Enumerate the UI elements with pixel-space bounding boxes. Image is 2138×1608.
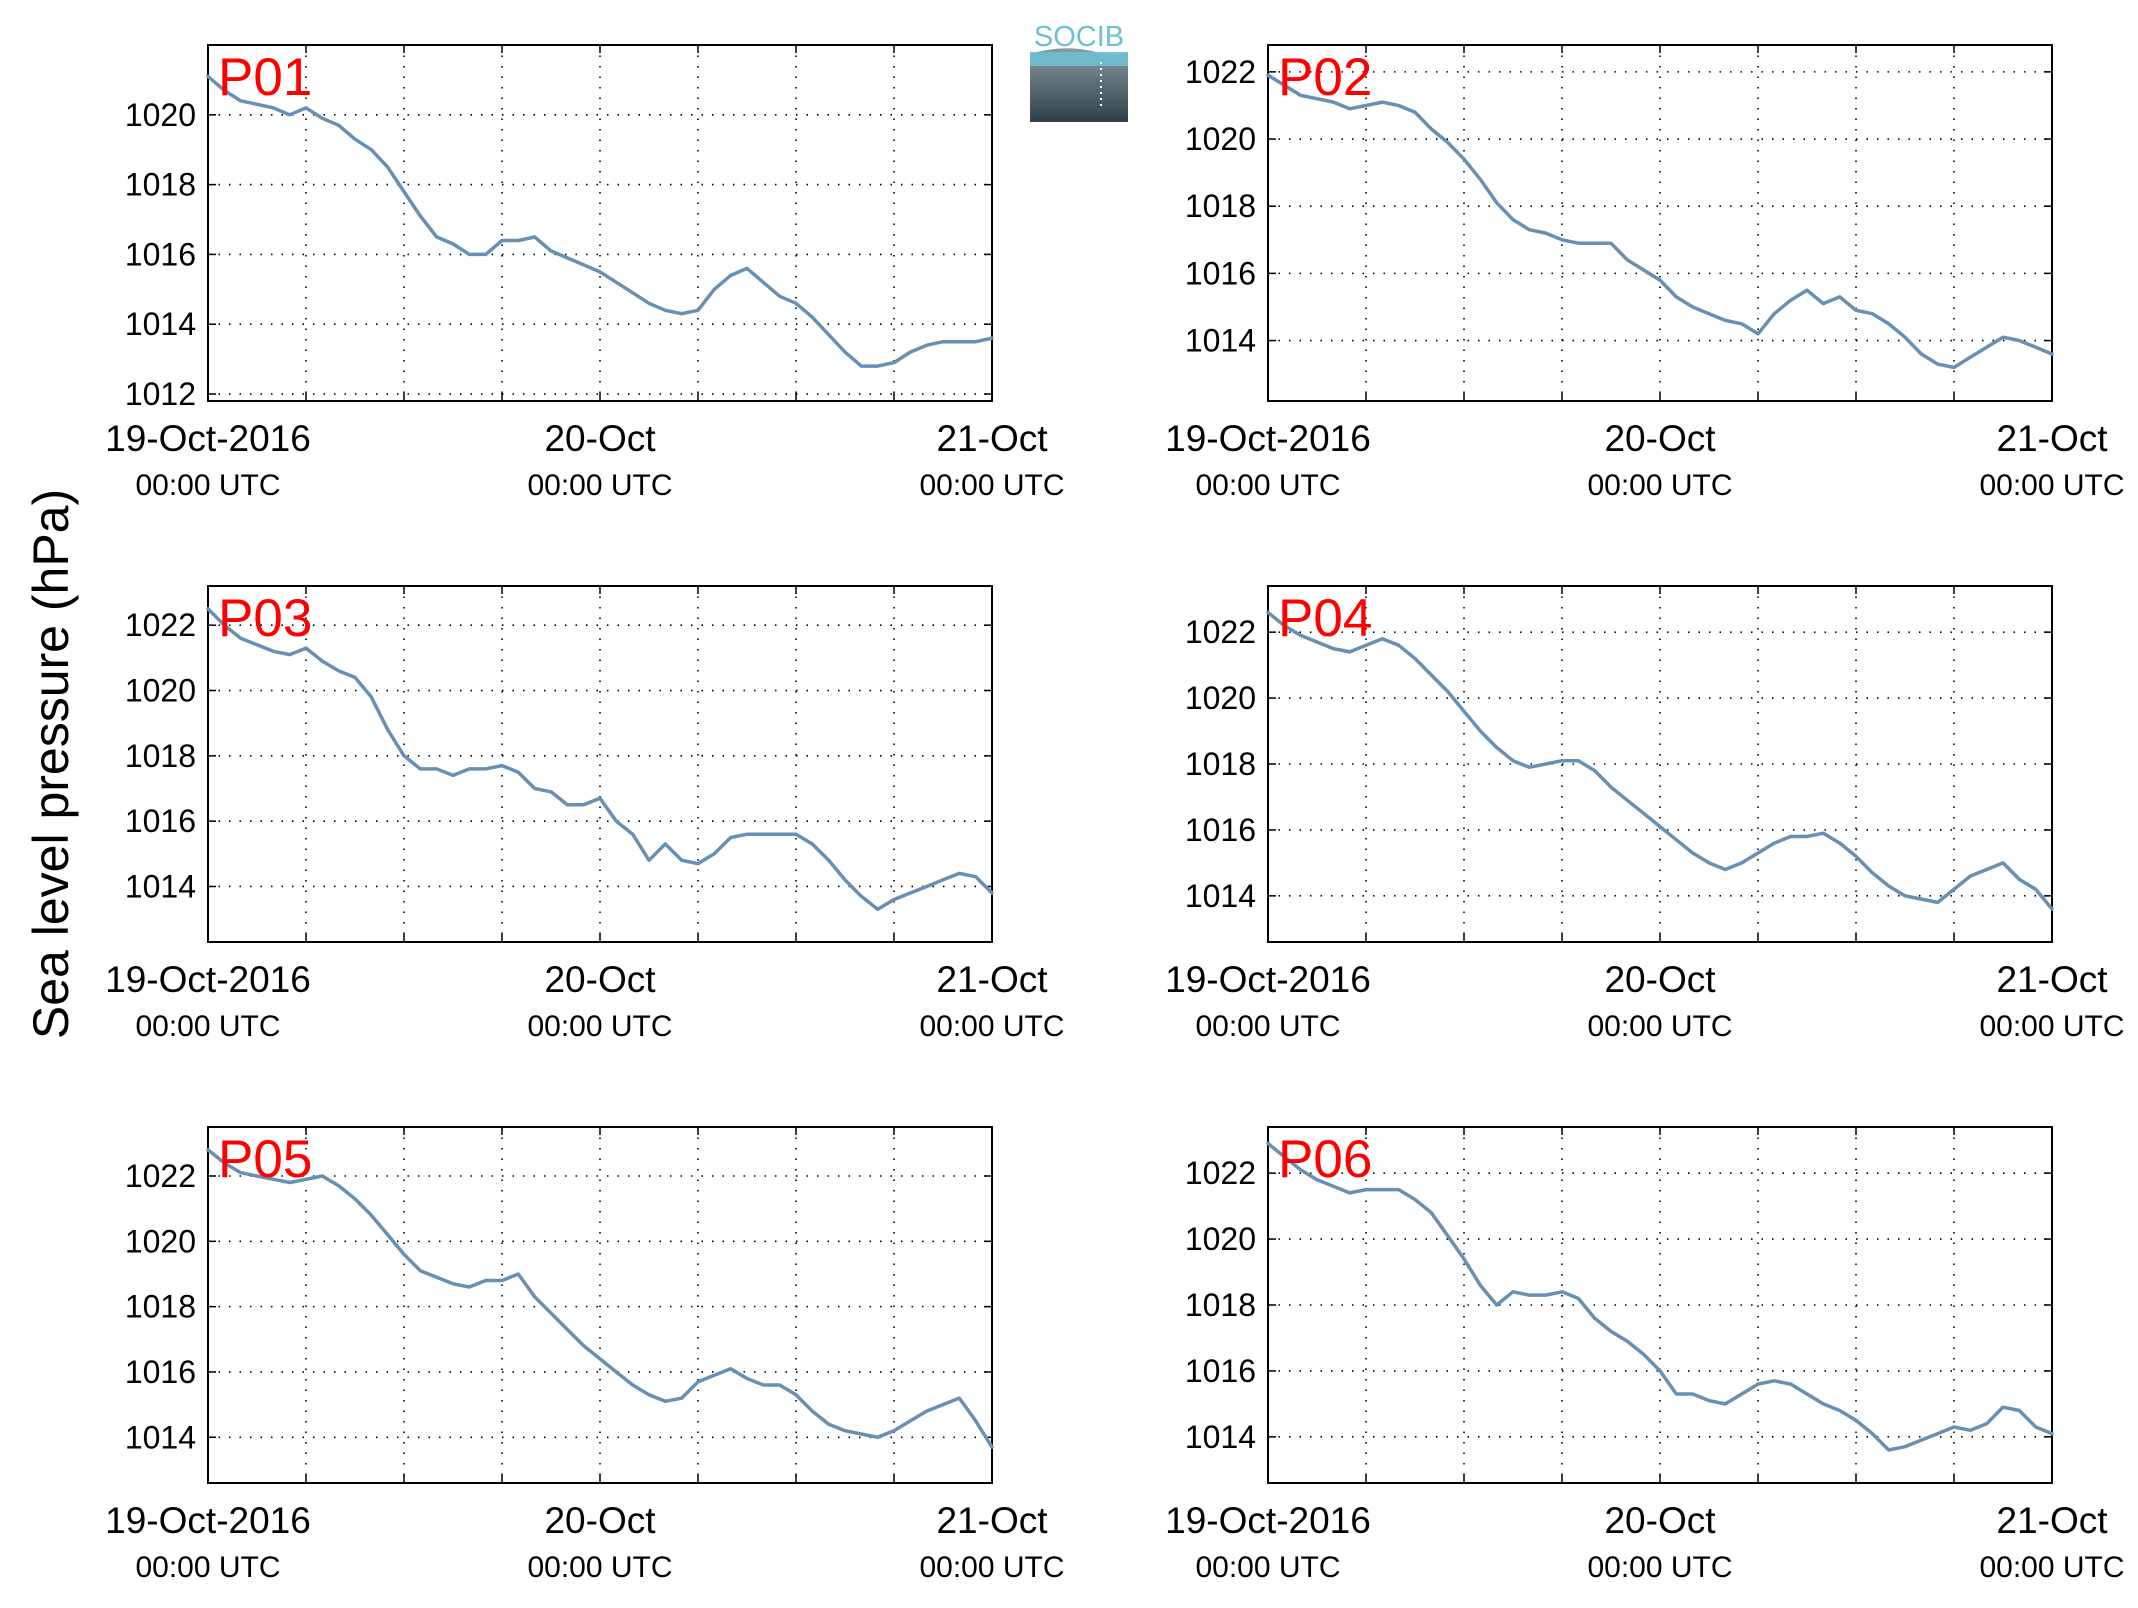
y-tick-label: 1022 (125, 607, 196, 643)
pressure-series-line (206, 74, 994, 368)
panel-p06: 1014 1016 1018 1020 1022 19-Oct-2016 00:00 UTC… (1165, 1126, 2125, 1584)
x-tick-label-date: 19-Oct-2016 (1165, 959, 1371, 1000)
y-tick-label: 1014 (1185, 1419, 1256, 1455)
panel-p02: 1014 1016 1018 1020 1022 19-Oct-2016 00:00 UTC… (1165, 44, 2125, 502)
y-tick-label: 1018 (125, 1289, 196, 1325)
panel-p05: 1014 1016 1018 1020 1022 19-Oct-2016 00:00 UTC… (105, 1126, 1065, 1584)
x-tick-label-date: 19-Oct-2016 (1165, 1500, 1371, 1541)
x-tick-label-date: 19-Oct-2016 (105, 418, 311, 459)
socib-logo-wave-icon (1030, 48, 1128, 122)
y-tick-label: 1020 (1185, 1221, 1256, 1257)
y-tick-label: 1022 (1185, 54, 1256, 90)
y-tick-label: 1014 (1185, 878, 1256, 914)
x-tick-label-time: 00:00 UTC (135, 469, 280, 502)
x-tick-label-time: 00:00 UTC (135, 1551, 280, 1584)
x-tick-label-date: 20-Oct (1604, 1500, 1716, 1541)
x-tick-label-time: 00:00 UTC (1587, 1551, 1732, 1584)
y-tick-label: 1020 (125, 1223, 196, 1259)
panel-p04: 1014 1016 1018 1020 1022 19-Oct-2016 00:00 UTC… (1165, 585, 2125, 1043)
y-tick-label: 1022 (125, 1158, 196, 1194)
panel-p03: 1014 1016 1018 1020 1022 19-Oct-2016 00:00 UTC… (105, 585, 1065, 1043)
socib-logo: SOCIB (1030, 21, 1128, 122)
panel-p01: 1012 1014 1016 1018 1020 19-Oct-2016 00:00 UTC… (105, 44, 1065, 502)
x-tick-label-date: 21-Oct (1996, 1500, 2108, 1541)
x-tick-label-time: 00:00 UTC (919, 1010, 1064, 1043)
x-tick-label-date: 20-Oct (1604, 959, 1716, 1000)
x-tick-label-date: 19-Oct-2016 (1165, 418, 1371, 459)
x-tick-label-time: 00:00 UTC (1587, 1010, 1732, 1043)
x-tick-label-time: 00:00 UTC (1195, 1010, 1340, 1043)
y-tick-label: 1016 (1185, 255, 1256, 291)
panel-grid: 1012 1014 1016 1018 1020 19-Oct-2016 00:00 UTC… (105, 44, 2125, 1584)
x-tick-label-time: 00:00 UTC (527, 469, 672, 502)
x-tick-label-date: 19-Oct-2016 (105, 1500, 311, 1541)
panel-title: P04 (1278, 589, 1372, 648)
y-tick-label: 1022 (1185, 614, 1256, 650)
y-tick-label: 1020 (125, 97, 196, 133)
x-tick-label-time: 00:00 UTC (1979, 1010, 2124, 1043)
plot-frame (207, 1126, 993, 1484)
pressure-series-line (1266, 73, 2054, 370)
y-tick-label: 1018 (1185, 188, 1256, 224)
y-tick-label: 1020 (1185, 121, 1256, 157)
y-tick-label: 1016 (125, 1354, 196, 1390)
y-tick-label: 1020 (125, 673, 196, 709)
pressure-series-line (1266, 610, 2054, 911)
pressure-series-line (1266, 1141, 2054, 1452)
x-tick-label-date: 20-Oct (544, 959, 656, 1000)
panel-title: P05 (218, 1130, 312, 1189)
x-tick-label-time: 00:00 UTC (1979, 469, 2124, 502)
y-tick-label: 1014 (125, 868, 196, 904)
x-tick-label-date: 21-Oct (1996, 959, 2108, 1000)
y-tick-label: 1012 (125, 376, 196, 412)
y-tick-label: 1020 (1185, 680, 1256, 716)
x-tick-label-time: 00:00 UTC (527, 1551, 672, 1584)
x-tick-label-time: 00:00 UTC (919, 1551, 1064, 1584)
panel-title: P03 (218, 589, 312, 648)
plot-frame (207, 585, 993, 943)
y-tick-label: 1018 (1185, 1287, 1256, 1323)
x-tick-label-time: 00:00 UTC (1587, 469, 1732, 502)
socib-logo-sea-band (1030, 52, 1128, 66)
y-tick-label: 1022 (1185, 1155, 1256, 1191)
x-tick-label-date: 20-Oct (1604, 418, 1716, 459)
y-tick-label: 1016 (1185, 812, 1256, 848)
y-tick-label: 1014 (125, 306, 196, 342)
x-tick-label-date: 20-Oct (544, 418, 656, 459)
panel-title: P02 (1278, 48, 1372, 107)
y-tick-label: 1016 (125, 803, 196, 839)
plot-frame (1267, 585, 2053, 943)
y-tick-label: 1018 (125, 738, 196, 774)
x-tick-label-time: 00:00 UTC (1195, 1551, 1340, 1584)
figure-ylabel: Sea level pressure (hPa) (23, 489, 79, 1039)
y-tick-label: 1016 (125, 236, 196, 272)
y-tick-label: 1018 (1185, 746, 1256, 782)
panel-title: P06 (1278, 1130, 1372, 1189)
x-tick-label-time: 00:00 UTC (919, 469, 1064, 502)
x-tick-label-time: 00:00 UTC (1195, 469, 1340, 502)
plot-frame (1267, 44, 2053, 402)
pressure-series-line (206, 1148, 994, 1449)
y-tick-label: 1014 (1185, 323, 1256, 359)
x-tick-label-date: 21-Oct (936, 418, 1048, 459)
socib-logo-text: SOCIB (1034, 21, 1124, 53)
x-tick-label-date: 20-Oct (544, 1500, 656, 1541)
x-tick-label-time: 00:00 UTC (1979, 1551, 2124, 1584)
plot-frame (207, 44, 993, 402)
x-tick-label-time: 00:00 UTC (135, 1010, 280, 1043)
y-tick-label: 1014 (125, 1419, 196, 1455)
x-tick-label-time: 00:00 UTC (527, 1010, 672, 1043)
x-tick-label-date: 21-Oct (1996, 418, 2108, 459)
pressure-series-line (206, 607, 994, 912)
x-tick-label-date: 21-Oct (936, 959, 1048, 1000)
y-tick-label: 1016 (1185, 1353, 1256, 1389)
y-tick-label: 1018 (125, 167, 196, 203)
x-tick-label-date: 21-Oct (936, 1500, 1048, 1541)
x-tick-label-date: 19-Oct-2016 (105, 959, 311, 1000)
panel-title: P01 (218, 48, 312, 107)
plot-frame (1267, 1126, 2053, 1484)
